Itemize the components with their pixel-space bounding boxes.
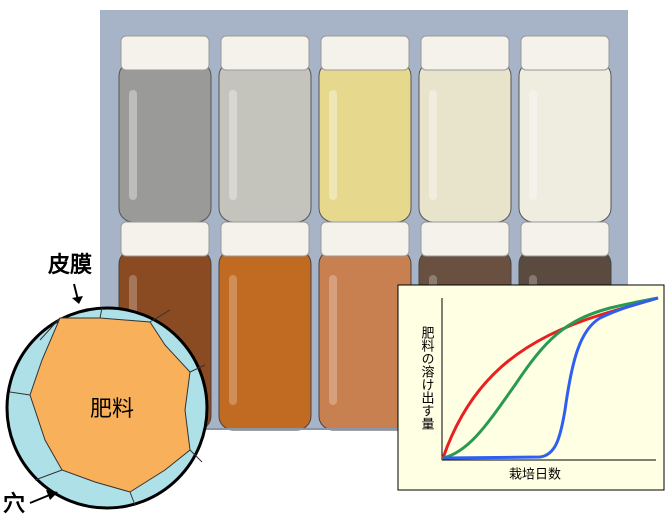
fertilizer-label: 肥料 bbox=[90, 397, 134, 422]
jar-cap bbox=[220, 35, 310, 71]
jar-cap bbox=[320, 221, 410, 257]
jar-highlight bbox=[229, 90, 237, 200]
jar-cap bbox=[320, 35, 410, 71]
hole-label: 穴 bbox=[3, 491, 25, 517]
fertilizer-core bbox=[29, 317, 191, 493]
graph-box bbox=[397, 284, 665, 491]
y-axis-label: 肥料の溶け出す量 bbox=[419, 326, 435, 430]
release-graph: 肥料の溶け出す量 栽培日数 bbox=[397, 284, 665, 491]
curve-medium bbox=[442, 296, 659, 460]
jar-highlight bbox=[129, 90, 137, 200]
jar-cap bbox=[420, 221, 510, 257]
hole-arrowhead bbox=[46, 490, 58, 500]
jar-cap bbox=[520, 221, 610, 257]
coated-granule: 肥料 皮膜 穴 bbox=[3, 252, 209, 517]
jar-highlight bbox=[329, 275, 337, 405]
jar-highlight bbox=[229, 275, 237, 405]
jar-highlight bbox=[329, 90, 337, 200]
shelf-edge bbox=[100, 428, 628, 430]
jar-cap bbox=[220, 221, 310, 257]
x-axis-label: 栽培日数 bbox=[509, 467, 561, 483]
coating-arrowhead bbox=[72, 296, 83, 304]
curve-slow bbox=[442, 296, 659, 460]
jar-cap bbox=[120, 221, 210, 257]
coating-label: 皮膜 bbox=[48, 252, 92, 278]
jar-cap bbox=[420, 35, 510, 71]
jar-cap bbox=[520, 35, 610, 71]
coating-cracks bbox=[9, 307, 206, 506]
jar-highlight bbox=[429, 90, 437, 200]
jar-highlight bbox=[529, 90, 537, 200]
jar-cap bbox=[120, 35, 210, 71]
